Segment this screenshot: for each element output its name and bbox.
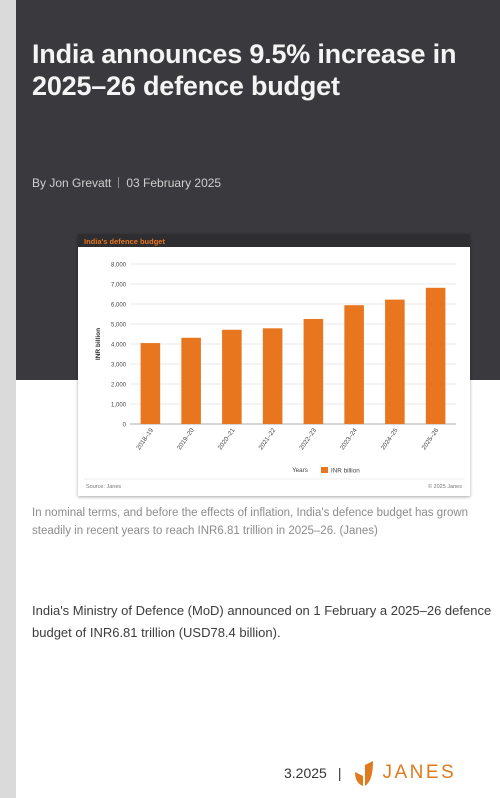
chart-y-tick-label: 8,000 bbox=[111, 263, 127, 269]
chart-y-tick-label: 3,000 bbox=[111, 363, 127, 369]
chart-y-tick-label: 7,000 bbox=[111, 283, 127, 289]
chart-legend-swatch bbox=[321, 467, 328, 473]
chart-legend-label: INR billion bbox=[331, 468, 360, 475]
chart-x-tick-label: 2024–25 bbox=[380, 427, 400, 452]
chart-y-tick-label: 6,000 bbox=[111, 303, 127, 309]
publish-date: 03 February 2025 bbox=[126, 176, 222, 190]
chart-x-tick-label: 2019–20 bbox=[176, 427, 196, 452]
chart-y-tick-label: 1,000 bbox=[111, 403, 127, 409]
chart-y-tick-label: 2,000 bbox=[111, 383, 127, 389]
chart-x-tick-label: 2018–19 bbox=[135, 427, 155, 452]
janes-logo-icon bbox=[355, 761, 374, 786]
figure-caption: In nominal terms, and before the effects… bbox=[32, 507, 469, 538]
footer-date: 3.2025 bbox=[284, 765, 327, 781]
chart-bar bbox=[262, 328, 283, 424]
chart-bar bbox=[303, 318, 324, 424]
chart-bar bbox=[344, 305, 364, 424]
chart-bar bbox=[140, 343, 161, 424]
article-card: India announces 9.5% increase in 2025–26… bbox=[16, 0, 500, 798]
page-footer: 3.2025 | JANES bbox=[284, 756, 456, 790]
chart-bar bbox=[181, 337, 201, 424]
chart-bar bbox=[222, 329, 242, 424]
chart-x-axis-label: Years bbox=[292, 467, 308, 474]
chart-x-tick-label: 2021–22 bbox=[257, 427, 277, 452]
chart-bar bbox=[425, 287, 446, 424]
article-headline[interactable]: India announces 9.5% increase in 2025–26… bbox=[32, 39, 457, 102]
chart-title: India's defence budget bbox=[84, 237, 165, 246]
chart-x-tick-label: 2025–26 bbox=[420, 427, 440, 452]
footer-divider: | bbox=[337, 765, 342, 781]
chart-source: Source: Janes bbox=[86, 484, 121, 490]
chart-title-bar bbox=[78, 234, 470, 247]
byline-divider bbox=[118, 177, 120, 188]
chart-x-tick-label: 2023–24 bbox=[339, 427, 359, 452]
defence-budget-chart: India's defence budget 0 1,000 2,000 3,000 4,… bbox=[78, 234, 470, 490]
chart-y-tick-label: 4,000 bbox=[111, 343, 127, 349]
chart-copyright: © 2025 Janes bbox=[428, 483, 462, 490]
byline: By Jon Grevatt 03 February 2025 bbox=[32, 176, 221, 190]
chart-y-tick-label: 0 bbox=[123, 423, 127, 429]
chart-y-tick-label: 5,000 bbox=[111, 323, 127, 329]
janes-logo[interactable]: JANES bbox=[353, 759, 456, 787]
article-figure[interactable]: India's defence budget 0 1,000 2,000 3,000 4,… bbox=[78, 234, 470, 496]
chart-bar bbox=[385, 299, 405, 424]
chart-y-axis-label: INR billion bbox=[95, 328, 102, 360]
article-lead: India's Ministry of Defence (MoD) announ… bbox=[32, 603, 492, 641]
author[interactable]: By Jon Grevatt bbox=[32, 176, 112, 190]
chart-x-tick-label: 2022–23 bbox=[298, 427, 318, 452]
chart-x-tick-label: 2020–21 bbox=[217, 427, 237, 452]
janes-wordmark: JANES bbox=[382, 762, 457, 783]
